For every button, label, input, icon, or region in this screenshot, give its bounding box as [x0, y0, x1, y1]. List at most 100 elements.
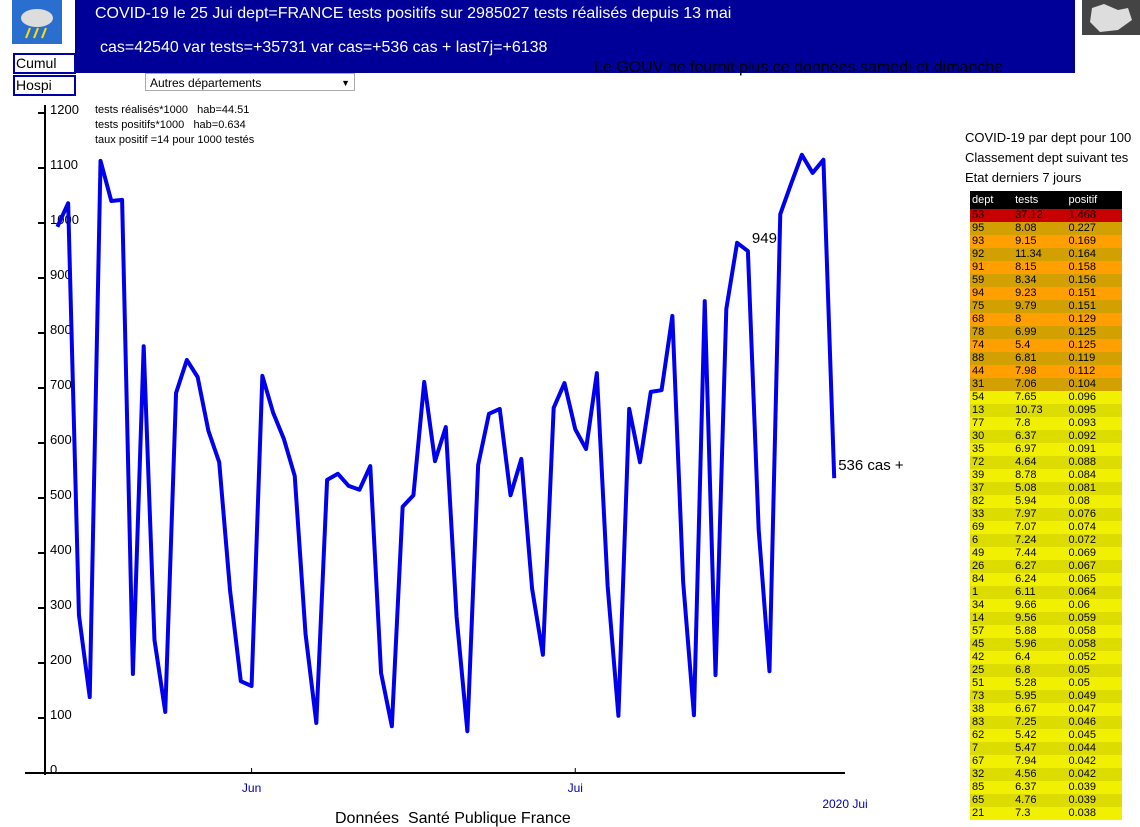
table-cell: 5.95: [1015, 690, 1037, 702]
table-cell: 1: [972, 586, 979, 598]
select-arrow: ▼: [341, 78, 350, 88]
map-icon: [1082, 0, 1140, 35]
table-cell: 45: [972, 638, 985, 650]
table-cell: 0.169: [1068, 235, 1097, 247]
cumul-button[interactable]: Cumul: [13, 53, 76, 74]
hospi-button[interactable]: Hospi: [13, 75, 76, 96]
table-cell: 73: [972, 690, 985, 702]
column-header: tests: [1013, 191, 1067, 209]
table-cell: 4.64: [1015, 456, 1037, 468]
table-cell: 5.42: [1015, 729, 1037, 741]
table-cell: 0.045: [1068, 729, 1097, 741]
table-cell: 33: [972, 508, 985, 520]
table-row: 1 6.11 0.064: [970, 586, 1122, 599]
table-cell: 6.97: [1015, 443, 1037, 455]
table-cell: 9.79: [1015, 300, 1037, 312]
table-row: 33 7.97 0.076: [970, 508, 1122, 521]
table-cell: 0.064: [1068, 586, 1097, 598]
table-row: 42 6.4 0.052: [970, 651, 1122, 664]
table-row: 84 6.24 0.065: [970, 573, 1122, 586]
table-cell: 0.046: [1068, 716, 1097, 728]
table-row: 95 8.08 0.227: [970, 222, 1122, 235]
table-cell: 0.05: [1068, 677, 1090, 689]
table-row: 88 6.81 0.119: [970, 352, 1122, 365]
table-cell: 6.67: [1015, 703, 1037, 715]
table-cell: 5.47: [1015, 742, 1037, 754]
header-stats: cas=42540 var tests=+35731 var cas=+536 …: [100, 39, 548, 56]
table-cell: 88: [972, 352, 985, 364]
table-cell: 0.044: [1068, 742, 1097, 754]
table-cell: 49: [972, 547, 985, 559]
table-cell: 0.112: [1068, 365, 1096, 377]
table-cell: 38: [972, 703, 985, 715]
x-tick-label: 2020 Jui: [822, 797, 867, 811]
select-text: Autres départements: [150, 76, 262, 90]
x-tick-label: Jui: [568, 781, 583, 795]
table-cell: 5.28: [1015, 677, 1037, 689]
table-row: 35 6.97 0.091: [970, 443, 1122, 456]
table-cell: 72: [972, 456, 985, 468]
table-cell: 85: [972, 781, 985, 793]
table-row: 39 8.78 0.084: [970, 469, 1122, 482]
table-cell: 0.038: [1068, 807, 1097, 819]
y-tick-label: 700: [50, 377, 72, 392]
table-cell: 37: [972, 482, 985, 494]
table-cell: 0.074: [1068, 521, 1097, 533]
table-row: 54 7.65 0.096: [970, 391, 1122, 404]
table-cell: 0.091: [1068, 443, 1097, 455]
y-tick-label: 1100: [50, 157, 78, 172]
table-cell: 0.042: [1068, 768, 1097, 780]
table-row: 7 5.47 0.044: [970, 742, 1122, 755]
table-row: 75 9.79 0.151: [970, 300, 1122, 313]
table-cell: 6.24: [1015, 573, 1037, 585]
table-row: 74 5.4 0.125: [970, 339, 1122, 352]
table-cell: 32: [972, 768, 985, 780]
table-cell: 14: [972, 612, 985, 624]
table-row: 49 7.44 0.069: [970, 547, 1122, 560]
table-row: 68 8 0.129: [970, 313, 1122, 326]
table-cell: 0.047: [1068, 703, 1097, 715]
table-cell: 30: [972, 430, 985, 442]
table-cell: 0.058: [1068, 638, 1097, 650]
x-tick-label: Jun: [242, 781, 261, 795]
table-row: 78 6.99 0.125: [970, 326, 1122, 339]
table-cell: 57: [972, 625, 985, 637]
table-cell: 0.058: [1068, 625, 1097, 637]
table-cell: 74: [972, 339, 985, 351]
sidebar: COVID-19 par dept pour 100 Classement de…: [965, 130, 1140, 827]
table-cell: 5.94: [1015, 495, 1037, 507]
table-cell: 1.468: [1068, 209, 1097, 221]
table-cell: 84: [972, 573, 985, 585]
table-cell: 0.151: [1068, 287, 1097, 299]
data-line: [55, 152, 837, 734]
table-cell: 7.3: [1015, 807, 1031, 819]
table-row: 45 5.96 0.058: [970, 638, 1122, 651]
table-row: 65 4.76 0.039: [970, 794, 1122, 807]
table-cell: 0.067: [1068, 560, 1097, 572]
y-tick-label: 300: [50, 597, 72, 612]
table-row: 82 5.94 0.08: [970, 495, 1122, 508]
table-cell: 26: [972, 560, 985, 572]
table-cell: 5.4: [1015, 339, 1031, 351]
y-tick-label: 1200: [50, 102, 79, 117]
table-cell: 75: [972, 300, 985, 312]
table-row: 72 4.64 0.088: [970, 456, 1122, 469]
table-row: 62 5.42 0.045: [970, 729, 1122, 742]
table-cell: 7.06: [1015, 378, 1037, 390]
table-cell: 6: [972, 534, 979, 546]
table-cell: 7.65: [1015, 391, 1037, 403]
table-cell: 6.27: [1015, 560, 1037, 572]
notice: Le GOUV ne fournit plus ce données samed…: [594, 59, 1004, 76]
table-cell: 8.34: [1015, 274, 1037, 286]
table-cell: 37.12: [1015, 209, 1043, 221]
table-row: 25 6.8 0.05: [970, 664, 1122, 677]
table-cell: 6.37: [1015, 430, 1037, 442]
table-cell: 34: [972, 599, 985, 611]
table-cell: 9.15: [1015, 235, 1037, 247]
table-row: 38 6.67 0.047: [970, 703, 1122, 716]
table-cell: 0.081: [1068, 482, 1097, 494]
table-cell: 10.73: [1015, 404, 1043, 416]
ranking-table: dept tests positif 53 37.12 1.468 95 8.08 0.227 9…: [970, 191, 1122, 820]
dept-select[interactable]: Autres départements ▼: [145, 73, 355, 91]
table-row: 73 5.95 0.049: [970, 690, 1122, 703]
